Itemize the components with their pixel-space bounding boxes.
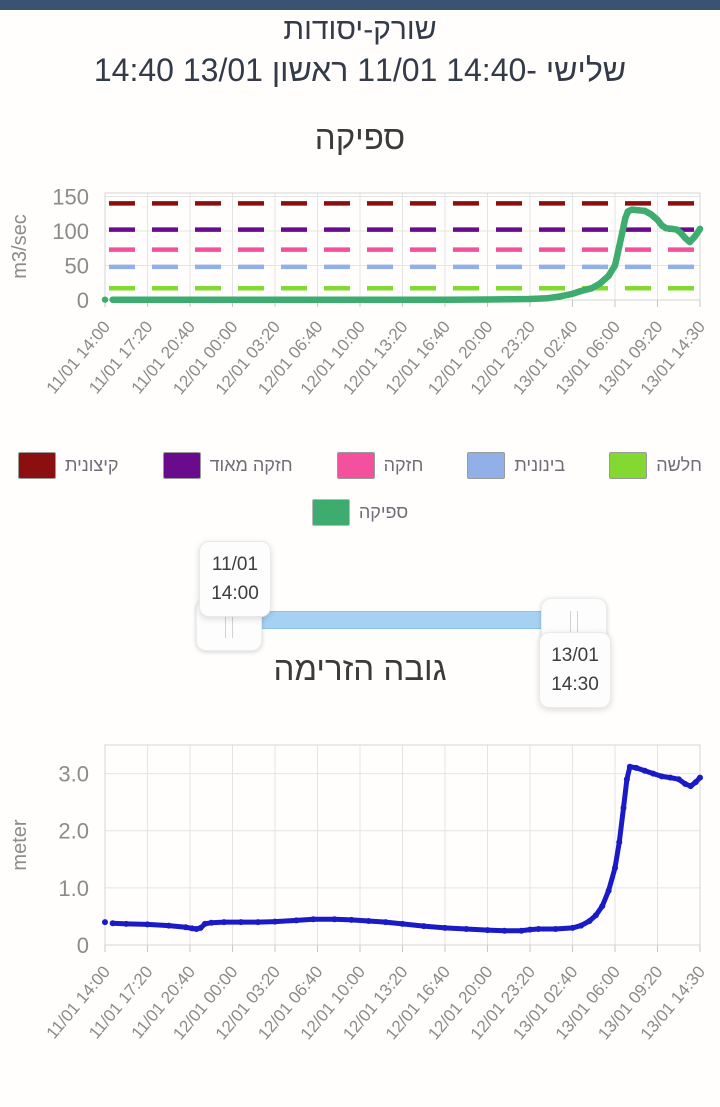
start-date: 11/01: [211, 553, 259, 575]
series-legend: ספיקה: [0, 499, 720, 526]
legend-item-strong[interactable]: חזקה: [336, 452, 424, 479]
legend-item-extreme[interactable]: קיצונית: [18, 452, 119, 479]
height-chart-title: גובה הזרימה: [273, 650, 447, 687]
grip-icon: [225, 612, 226, 638]
svg-text:0: 0: [77, 933, 89, 958]
strong-swatch: [336, 452, 375, 479]
svg-text:m3/sec: m3/sec: [9, 214, 31, 278]
svg-text:1.0: 1.0: [58, 876, 89, 901]
station-title: שורק-יסודות: [283, 13, 437, 46]
slider-end-tooltip: 13/01 14:30: [539, 632, 611, 708]
svg-text:0: 0: [77, 288, 89, 313]
svg-text:3.0: 3.0: [58, 762, 89, 787]
legend-label: חלשה: [656, 455, 702, 475]
svg-text:meter: meter: [9, 819, 31, 870]
end-date: 13/01: [551, 644, 599, 666]
svg-text:2.0: 2.0: [58, 819, 89, 844]
weak-swatch: [609, 452, 648, 479]
extreme-swatch: [18, 452, 56, 479]
discharge-swatch: [311, 499, 350, 526]
discharge-chart-title: ספיקה: [314, 119, 406, 156]
svg-text:100: 100: [52, 219, 89, 244]
legend-label: חזקה: [383, 455, 424, 475]
grip-icon: [232, 612, 233, 638]
end-time: 14:30: [551, 674, 599, 695]
very-strong-swatch: [162, 452, 201, 479]
status-bar: [0, 0, 720, 10]
grip-icon: [570, 611, 571, 637]
legend-label: בינונית: [514, 455, 566, 475]
legend-item-weak[interactable]: חלשה: [609, 452, 702, 479]
legend-label: קיצונית: [65, 455, 119, 475]
grip-icon: [577, 611, 578, 637]
date-range-subtitle: 14:40 13/01 שלישי -14:40 11/01 ראשון: [93, 52, 627, 88]
slider-start-tooltip: 11/01 14:00: [199, 541, 271, 617]
svg-text:50: 50: [65, 253, 89, 278]
legend-label: ספיקה: [358, 502, 409, 522]
start-time: 14:00: [211, 583, 259, 604]
date-range-slider: 11/01 14:00 13/01 14:30: [0, 535, 720, 715]
slider-track[interactable]: [258, 611, 546, 629]
threshold-legend: קיצונית חזקה מאוד חזקה בינונית חלשה: [0, 452, 720, 479]
legend-label: חזקה מאוד: [209, 455, 293, 475]
medium-swatch: [467, 452, 506, 479]
svg-text:150: 150: [52, 184, 89, 209]
legend-item-very-strong[interactable]: חזקה מאוד: [162, 452, 293, 479]
legend-item-discharge[interactable]: ספיקה: [311, 499, 409, 526]
legend-item-medium[interactable]: בינונית: [467, 452, 565, 479]
